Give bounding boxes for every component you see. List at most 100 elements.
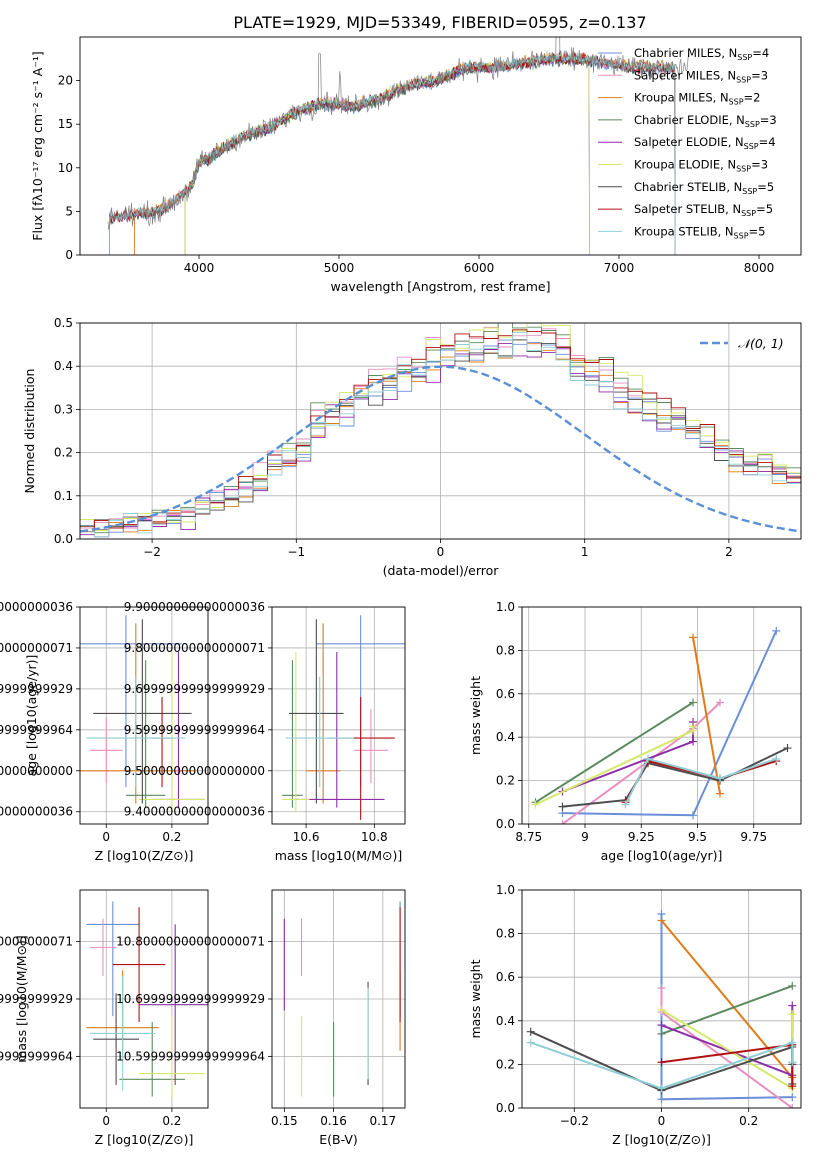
x-tick-label: 0.17 <box>369 1114 396 1128</box>
weight-point-marker <box>689 698 697 707</box>
axes-frame <box>271 606 406 825</box>
y-tick-label: 0.2 <box>496 1057 515 1071</box>
x-tick-label: 10.6 <box>293 830 320 844</box>
axes-frame <box>271 889 406 1109</box>
residual-histogram <box>80 339 801 528</box>
weight-point-marker <box>772 626 781 635</box>
y-tick-label: 9.59999999999999964 <box>124 723 265 737</box>
legend-label: 𝒩(0, 1) <box>738 336 784 351</box>
y-tick-label: 9.80000000000000071 <box>0 641 73 655</box>
y-tick-label: 9.90000000000000036 <box>124 600 265 614</box>
legend-label: Chabrier MILES, NSSP=4 <box>634 46 769 62</box>
axes-frame <box>79 606 209 825</box>
model-spectrum-line <box>109 55 676 255</box>
mass-vs-ebv-panel: 0.15 0.16 0.17 10.59999999999999964 10.69999… <box>116 889 406 1147</box>
x-tick-label: 5000 <box>324 261 355 275</box>
legend-label: Chabrier ELODIE, NSSP=3 <box>634 113 777 129</box>
weight-vs-Z-plot-area <box>526 909 797 1108</box>
x-axis-label: Z [log10(Z/Z⊙)] <box>612 1132 711 1147</box>
weight-point-marker <box>689 722 697 731</box>
residual-histogram <box>80 343 801 538</box>
weight-point-marker <box>788 1104 797 1108</box>
weight-point-marker <box>772 754 781 763</box>
weight-point-marker <box>657 1095 666 1104</box>
legend-label: Salpeter MILES, NSSP=3 <box>634 68 768 84</box>
y-tick-label: 0.6 <box>496 970 515 984</box>
y-tick-label: 1.0 <box>496 883 515 897</box>
figure-title: PLATE=1929, MJD=53349, FIBERID=0595, z=0… <box>233 13 646 32</box>
y-tick-label: 0.2 <box>54 446 73 460</box>
weight-point-marker <box>788 981 797 990</box>
y-tick-label: 20 <box>58 74 73 88</box>
weight-vs-age-plot-area <box>531 626 792 824</box>
gaussian-curve <box>80 365 801 533</box>
x-tick-label: 9.5 <box>688 830 707 844</box>
residual-histogram <box>80 332 801 538</box>
weight-point-marker <box>526 1027 535 1036</box>
weight-series-line <box>530 1041 794 1090</box>
x-tick-label: 9.25 <box>628 830 655 844</box>
mass-vs-ebv-plot-area <box>283 901 401 1097</box>
weight-point-marker <box>788 1093 797 1102</box>
y-tick-label: 0.4 <box>496 730 515 744</box>
y-tick-label: 0.3 <box>54 402 73 416</box>
axes-frame <box>79 36 802 256</box>
y-tick-label: 0.8 <box>496 643 515 657</box>
x-axis-label: mass [log10(M/M⊙)] <box>275 848 403 863</box>
weight-point-marker <box>689 737 697 746</box>
weight-series-line <box>534 701 694 804</box>
x-tick-label: 6000 <box>464 261 495 275</box>
observed-spectrum-line <box>107 37 689 231</box>
y-tick-label: 10.69999999999999929 <box>0 992 73 1006</box>
weight-point-marker <box>689 633 697 642</box>
mass-vs-Z-plot-area <box>86 901 208 1097</box>
y-axis-label: mass weight <box>468 676 483 755</box>
y-tick-label: 1.0 <box>496 600 515 614</box>
weight-point-marker <box>558 820 567 824</box>
y-tick-label: 9.90000000000000036 <box>0 600 73 614</box>
y-tick-label: 0.4 <box>54 359 73 373</box>
x-tick-label: 0.15 <box>271 1114 298 1128</box>
residual-histogram <box>80 329 801 533</box>
weight-point-marker <box>788 1058 797 1067</box>
weight-point-marker <box>716 774 724 783</box>
y-tick-label: 10.59999999999999964 <box>116 1049 265 1063</box>
x-tick-label: 0 <box>437 545 445 559</box>
weight-vs-Z-panel: −0.2 0 0.2 0.0 0.2 0.4 0.6 0.8 1.0 Z [log10(Z/Z⊙)… <box>468 883 802 1147</box>
x-axis-label: Z [log10(Z/Z⊙)] <box>95 1132 194 1147</box>
model-spectrum-line <box>184 55 590 255</box>
weight-point-marker <box>788 1001 797 1010</box>
x-tick-label: −0.2 <box>560 1114 589 1128</box>
weight-point-marker <box>657 984 666 993</box>
weight-series-line <box>660 919 794 1079</box>
age-vs-mass-panel: 10.6 10.8 9.40000000000000036 9.50000000000… <box>124 600 406 863</box>
weight-point-marker <box>657 1021 666 1030</box>
x-tick-label: 0.2 <box>162 830 181 844</box>
weight-point-marker <box>716 789 724 798</box>
axes-frame <box>79 322 802 540</box>
x-tick-label: 9 <box>581 830 589 844</box>
weight-point-marker <box>526 1038 535 1047</box>
weight-series-line <box>660 914 793 1101</box>
legend-label: Salpeter STELIB, NSSP=5 <box>634 202 773 218</box>
spectrum-plot-area <box>107 37 689 255</box>
y-tick-label: 9.40000000000000036 <box>0 805 73 819</box>
x-axis-label: wavelength [Angstrom, rest frame] <box>330 279 550 294</box>
y-axis-label: Flux [fλ10⁻¹⁷ erg cm⁻² s⁻¹ A⁻¹] <box>30 51 45 240</box>
x-tick-label: 0 <box>102 1114 110 1128</box>
weight-series-line <box>562 722 694 793</box>
legend-label: Chabrier STELIB, NSSP=5 <box>634 180 774 196</box>
y-tick-label: 0.4 <box>496 1014 515 1028</box>
legend-label: Kroupa MILES, NSSP=2 <box>634 91 760 107</box>
x-tick-label: 0.16 <box>320 1114 347 1128</box>
x-tick-label: 0 <box>102 830 110 844</box>
x-axis-label: age [log10(age/yr)] <box>601 848 723 863</box>
y-axis-label: mass weight <box>468 959 483 1038</box>
y-tick-label: 0.6 <box>496 687 515 701</box>
model-spectrum-line <box>109 54 676 255</box>
x-tick-label: 0.2 <box>739 1114 758 1128</box>
y-tick-label: 9.69999999999999929 <box>0 682 73 696</box>
x-tick-label: 7000 <box>604 261 635 275</box>
legend-label: Salpeter ELODIE, NSSP=4 <box>634 135 776 151</box>
y-tick-label: 10.80000000000000071 <box>116 935 265 949</box>
